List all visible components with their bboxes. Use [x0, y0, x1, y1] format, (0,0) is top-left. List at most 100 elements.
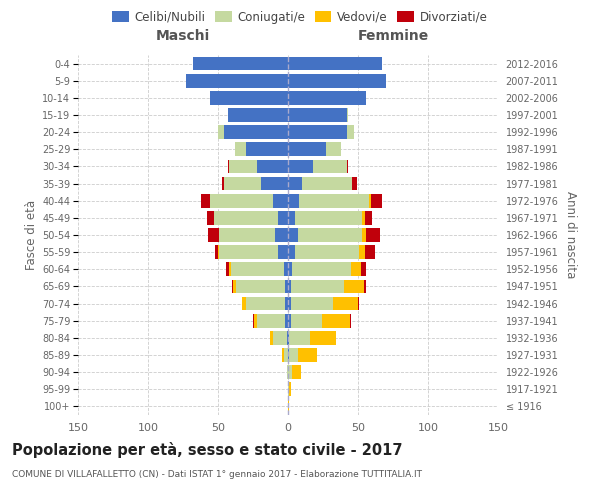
Bar [285, 296, 288, 310]
Bar [351, 262, 361, 276]
Bar [358, 296, 359, 310]
Bar [287, 331, 288, 344]
Bar [310, 331, 335, 344]
Bar [270, 331, 272, 344]
Bar [285, 280, 288, 293]
Bar [288, 194, 299, 207]
Bar [333, 296, 358, 310]
Bar [288, 348, 289, 362]
Bar [292, 262, 351, 276]
Bar [284, 348, 288, 362]
Bar [362, 228, 367, 242]
Bar [288, 74, 386, 88]
Bar [209, 194, 272, 207]
Bar [257, 160, 288, 173]
Bar [215, 246, 218, 259]
Bar [283, 348, 284, 362]
Bar [253, 314, 254, 328]
Bar [299, 194, 369, 207]
Bar [288, 176, 302, 190]
Bar [233, 280, 236, 293]
Bar [288, 246, 295, 259]
Bar [278, 211, 288, 224]
Bar [352, 176, 356, 190]
Bar [284, 262, 288, 276]
Bar [298, 228, 362, 242]
Bar [224, 126, 288, 139]
Bar [220, 246, 278, 259]
Bar [226, 262, 229, 276]
Bar [295, 211, 362, 224]
Bar [291, 280, 344, 293]
Bar [298, 348, 317, 362]
Bar [214, 211, 278, 224]
Bar [208, 228, 220, 242]
Bar [292, 366, 301, 379]
Bar [288, 91, 367, 104]
Bar [288, 382, 289, 396]
Bar [278, 246, 288, 259]
Bar [288, 142, 326, 156]
Bar [350, 314, 351, 328]
Bar [257, 314, 285, 328]
Bar [369, 194, 371, 207]
Bar [246, 142, 288, 156]
Text: Maschi: Maschi [156, 29, 210, 43]
Bar [272, 331, 287, 344]
Bar [207, 211, 214, 224]
Bar [236, 280, 285, 293]
Bar [289, 348, 298, 362]
Bar [201, 194, 209, 207]
Bar [288, 56, 382, 70]
Bar [288, 211, 295, 224]
Bar [288, 126, 347, 139]
Bar [235, 142, 246, 156]
Bar [288, 160, 313, 173]
Bar [242, 296, 246, 310]
Bar [193, 56, 288, 70]
Bar [289, 382, 291, 396]
Bar [209, 91, 288, 104]
Bar [262, 176, 288, 190]
Bar [229, 160, 257, 173]
Bar [186, 74, 288, 88]
Bar [272, 194, 288, 207]
Bar [362, 211, 365, 224]
Bar [322, 314, 350, 328]
Text: Popolazione per età, sesso e stato civile - 2017: Popolazione per età, sesso e stato civil… [12, 442, 403, 458]
Bar [289, 331, 310, 344]
Bar [230, 262, 284, 276]
Bar [285, 314, 288, 328]
Bar [288, 314, 291, 328]
Bar [229, 262, 230, 276]
Bar [288, 400, 289, 413]
Bar [228, 108, 288, 122]
Legend: Celibi/Nubili, Coniugati/e, Vedovi/e, Divorziati/e: Celibi/Nubili, Coniugati/e, Vedovi/e, Di… [107, 6, 493, 28]
Bar [291, 296, 333, 310]
Bar [275, 228, 288, 242]
Bar [288, 366, 292, 379]
Bar [288, 296, 291, 310]
Bar [288, 280, 291, 293]
Bar [288, 331, 289, 344]
Bar [313, 160, 347, 173]
Bar [224, 176, 262, 190]
Bar [365, 246, 375, 259]
Bar [218, 246, 220, 259]
Bar [232, 280, 233, 293]
Y-axis label: Fasce di età: Fasce di età [25, 200, 38, 270]
Bar [295, 246, 359, 259]
Bar [222, 176, 224, 190]
Bar [288, 108, 347, 122]
Bar [220, 228, 275, 242]
Bar [246, 296, 285, 310]
Text: COMUNE DI VILLAFALLETTO (CN) - Dati ISTAT 1° gennaio 2017 - Elaborazione TUTTITA: COMUNE DI VILLAFALLETTO (CN) - Dati ISTA… [12, 470, 422, 479]
Bar [288, 262, 292, 276]
Bar [254, 314, 257, 328]
Bar [287, 366, 288, 379]
Bar [326, 142, 341, 156]
Bar [347, 126, 354, 139]
Bar [302, 176, 352, 190]
Bar [344, 280, 364, 293]
Bar [347, 160, 348, 173]
